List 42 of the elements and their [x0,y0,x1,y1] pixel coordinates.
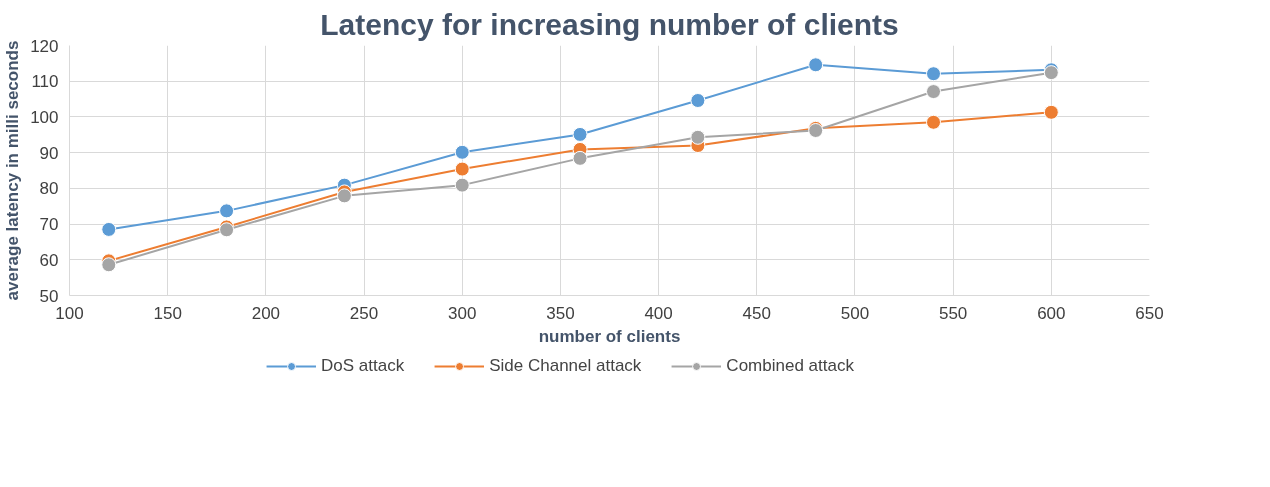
point [926,84,941,100]
point [336,188,352,204]
point [454,161,470,177]
x-tick-label: 200 [251,303,281,323]
point [454,144,470,160]
chart-title: Latency for increasing number of clients [320,7,899,41]
y-tick-label: 50 [39,286,59,306]
y-tick-label: 100 [30,107,59,127]
point [926,66,941,82]
y-tick-label: 90 [39,143,59,163]
point [101,221,117,237]
x-tick-label: 450 [742,303,771,323]
x-tick-label: 350 [546,303,575,323]
y-tick-label: 110 [31,72,59,92]
point [926,114,941,130]
x-tick-label: 100 [55,303,84,323]
point [219,203,235,219]
x-tick-label: 600 [1037,303,1066,323]
y-tick-label: 70 [39,215,59,235]
y-axis-title: average latency in milli seconds [3,40,23,301]
point [454,177,470,193]
point [690,129,706,145]
y-tick-label: 120 [30,36,59,56]
y-tick-label: 60 [39,250,59,270]
x-tick-label: 650 [1135,303,1164,323]
x-tick-label: 150 [153,303,182,323]
y-tick-label: 80 [39,179,59,199]
point [572,126,588,142]
legend-label: Side Channel attack [489,356,642,376]
point [690,93,706,108]
legend-label: DoS attack [321,356,405,376]
x-tick-label: 250 [349,303,379,323]
x-tick-label: 400 [644,303,673,323]
point [1043,104,1059,120]
x-tick-label: 500 [840,303,870,323]
point [808,57,824,73]
x-axis-title: number of clients [538,326,681,346]
x-tick-label: 300 [448,303,477,323]
x-tick-label: 550 [938,303,968,323]
point [101,257,117,273]
point [572,150,588,166]
legend-label: Combined attack [726,356,854,376]
